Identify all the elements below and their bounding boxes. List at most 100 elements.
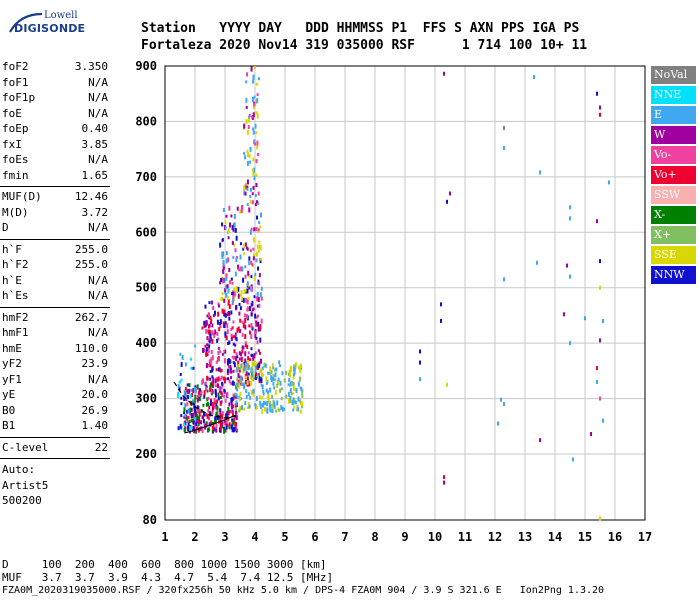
echo-point <box>232 342 235 346</box>
echo-point <box>249 199 252 204</box>
echo-point <box>273 406 276 410</box>
echo-point <box>198 411 201 417</box>
param-row: h`F 255.0 <box>0 243 110 259</box>
echo-point <box>272 366 275 370</box>
echo-point <box>248 115 251 121</box>
echo-point <box>235 304 238 309</box>
param-value: 262.7 <box>74 310 108 324</box>
echo-point <box>288 370 291 376</box>
echo-point <box>239 293 242 297</box>
echo-point <box>208 359 211 365</box>
echo-point <box>229 410 232 414</box>
echo-point <box>196 408 199 414</box>
echo-point <box>253 360 256 364</box>
echo-point <box>211 367 214 373</box>
echo-point <box>207 409 210 413</box>
header-values: Fortaleza 2020 Nov14 319 035000 RSF 1 71… <box>141 38 588 53</box>
param-value: 255.0 <box>74 242 108 256</box>
param-name: foEs <box>2 153 29 166</box>
echo-point <box>253 227 256 232</box>
echo-point <box>213 399 216 405</box>
echo-point <box>235 400 238 406</box>
echo-point <box>243 123 246 129</box>
param-value: N/A <box>88 75 108 89</box>
echo-point <box>443 475 445 480</box>
echo-point <box>275 367 278 372</box>
echo-point <box>255 405 258 410</box>
echo-point <box>241 332 244 337</box>
param-row: yF1 N/A <box>0 373 110 389</box>
echo-point <box>216 319 219 325</box>
echo-point <box>255 362 258 366</box>
echo-point <box>232 298 235 304</box>
param-row: h`F2 255.0 <box>0 258 110 274</box>
echo-point <box>186 418 189 424</box>
echo-point <box>257 321 260 327</box>
echo-point <box>248 260 251 266</box>
echo-point <box>211 401 214 407</box>
echo-point <box>268 401 271 407</box>
echo-point <box>590 432 592 437</box>
echo-point <box>180 362 183 368</box>
echo-point <box>269 409 272 413</box>
echo-point <box>256 98 259 104</box>
echo-point <box>230 401 233 405</box>
echo-point <box>250 353 253 357</box>
echo-point <box>219 421 222 427</box>
echo-point <box>188 419 191 423</box>
echo-point <box>228 402 231 407</box>
x-tick-label: 7 <box>341 530 348 544</box>
echo-point <box>563 312 565 317</box>
echo-point <box>190 389 193 393</box>
echo-point <box>539 170 541 175</box>
echo-point <box>247 152 250 158</box>
echo-point <box>210 421 213 425</box>
echo-point <box>299 386 302 390</box>
echo-point <box>292 381 295 386</box>
echo-point <box>214 393 217 398</box>
echo-point <box>260 257 263 261</box>
echo-point <box>225 273 228 279</box>
echo-point <box>254 193 257 197</box>
echo-point <box>214 329 217 335</box>
echo-point <box>242 322 245 328</box>
echo-point <box>255 315 258 319</box>
echo-point <box>246 288 249 294</box>
x-tick-label: 3 <box>221 530 228 544</box>
echo-point <box>205 385 208 389</box>
echo-point <box>236 327 239 333</box>
echo-point <box>245 389 248 394</box>
echo-point <box>206 336 209 341</box>
echo-point <box>244 184 247 190</box>
echo-point <box>232 290 235 296</box>
echo-point <box>252 253 255 257</box>
echo-point <box>252 79 255 84</box>
echo-point <box>205 328 208 334</box>
echo-point <box>196 394 199 398</box>
echo-point <box>250 275 253 279</box>
echo-point <box>222 426 225 430</box>
echo-point <box>272 374 275 380</box>
echo-point <box>262 389 265 393</box>
echo-point <box>224 287 227 292</box>
echo-point <box>208 329 211 334</box>
param-row: fmin 1.65 <box>0 169 110 185</box>
legend-item: W <box>651 126 696 144</box>
echo-point <box>215 403 218 407</box>
echo-point <box>226 360 229 366</box>
echo-point <box>230 381 233 385</box>
echo-point <box>291 400 294 406</box>
echo-point <box>231 292 234 296</box>
echo-point <box>256 292 259 298</box>
echo-point <box>262 392 265 396</box>
echo-point <box>285 394 288 399</box>
echo-point <box>440 318 442 323</box>
echo-point <box>251 168 254 172</box>
echo-point <box>254 374 257 380</box>
echo-point <box>256 374 259 379</box>
echo-point <box>215 428 218 433</box>
echo-point <box>209 362 212 368</box>
param-row: MUF(D) 12.46 <box>0 190 110 206</box>
param-separator <box>0 306 110 308</box>
echo-point <box>217 392 220 397</box>
